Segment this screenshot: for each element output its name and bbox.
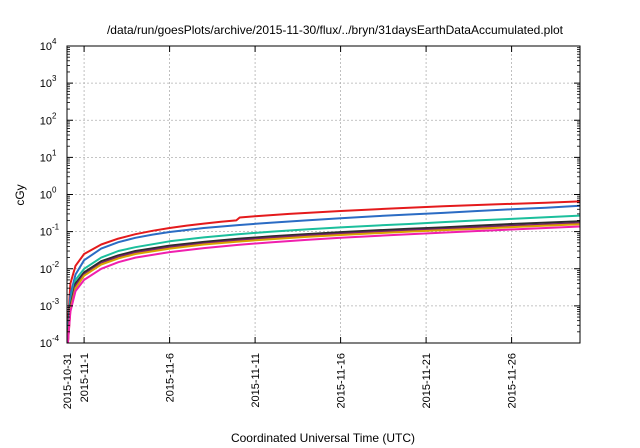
x-tick-label: 2015-11-1 [79, 353, 91, 402]
y-tick-exponent: 4 [52, 37, 57, 46]
x-axis-label: Coordinated Universal Time (UTC) [231, 431, 415, 445]
y-tick-label: 10 [40, 190, 52, 202]
y-tick-exponent: -3 [52, 297, 60, 306]
y-tick-label: 10 [40, 41, 52, 53]
series-line-3 [66, 214, 581, 343]
y-tick-label: 10 [40, 338, 52, 350]
chart-title: /data/run/goesPlots/archive/2015-11-30/f… [107, 23, 564, 37]
y-tick-exponent: 3 [52, 74, 57, 83]
y-tick-exponent: -2 [52, 260, 60, 269]
y-tick-label: 10 [40, 301, 52, 313]
x-tick-label: 2015-10-31 [62, 353, 74, 409]
y-tick-label: 10 [40, 227, 52, 239]
y-tick-label: 10 [40, 78, 52, 90]
x-tick-labels: 2015-10-31 2015-11-1 2015-11-6 2015-11-11 20… [62, 353, 519, 409]
y-tick-exponent: 0 [52, 186, 57, 195]
y-tick-exponent: -4 [52, 334, 60, 343]
series-line-7 [66, 225, 581, 344]
series-line-1 [66, 200, 581, 343]
series-line-4 [66, 220, 581, 343]
y-axis-label: cGy [13, 184, 27, 205]
y-tick-label: 10 [40, 152, 52, 164]
y-tick-label: 10 [40, 264, 52, 276]
x-tick-label: 2015-11-16 [336, 353, 348, 408]
series-line-5 [66, 222, 581, 344]
x-tick-label: 2015-11-21 [421, 353, 433, 408]
x-tick-label: 2015-11-26 [507, 353, 519, 408]
x-tick-label: 2015-11-11 [250, 353, 262, 408]
ticks-layer [66, 45, 580, 344]
y-tick-exponent: 1 [52, 148, 57, 157]
series-line-2 [66, 204, 581, 343]
x-tick-label: 2015-11-6 [165, 353, 177, 402]
y-tick-exponent: 2 [52, 111, 57, 120]
y-tick-label: 10 [40, 115, 52, 127]
series-layer [66, 200, 581, 344]
grid-layer [67, 46, 580, 343]
series-line-6 [66, 223, 581, 344]
y-tick-exponent: -1 [52, 223, 60, 232]
